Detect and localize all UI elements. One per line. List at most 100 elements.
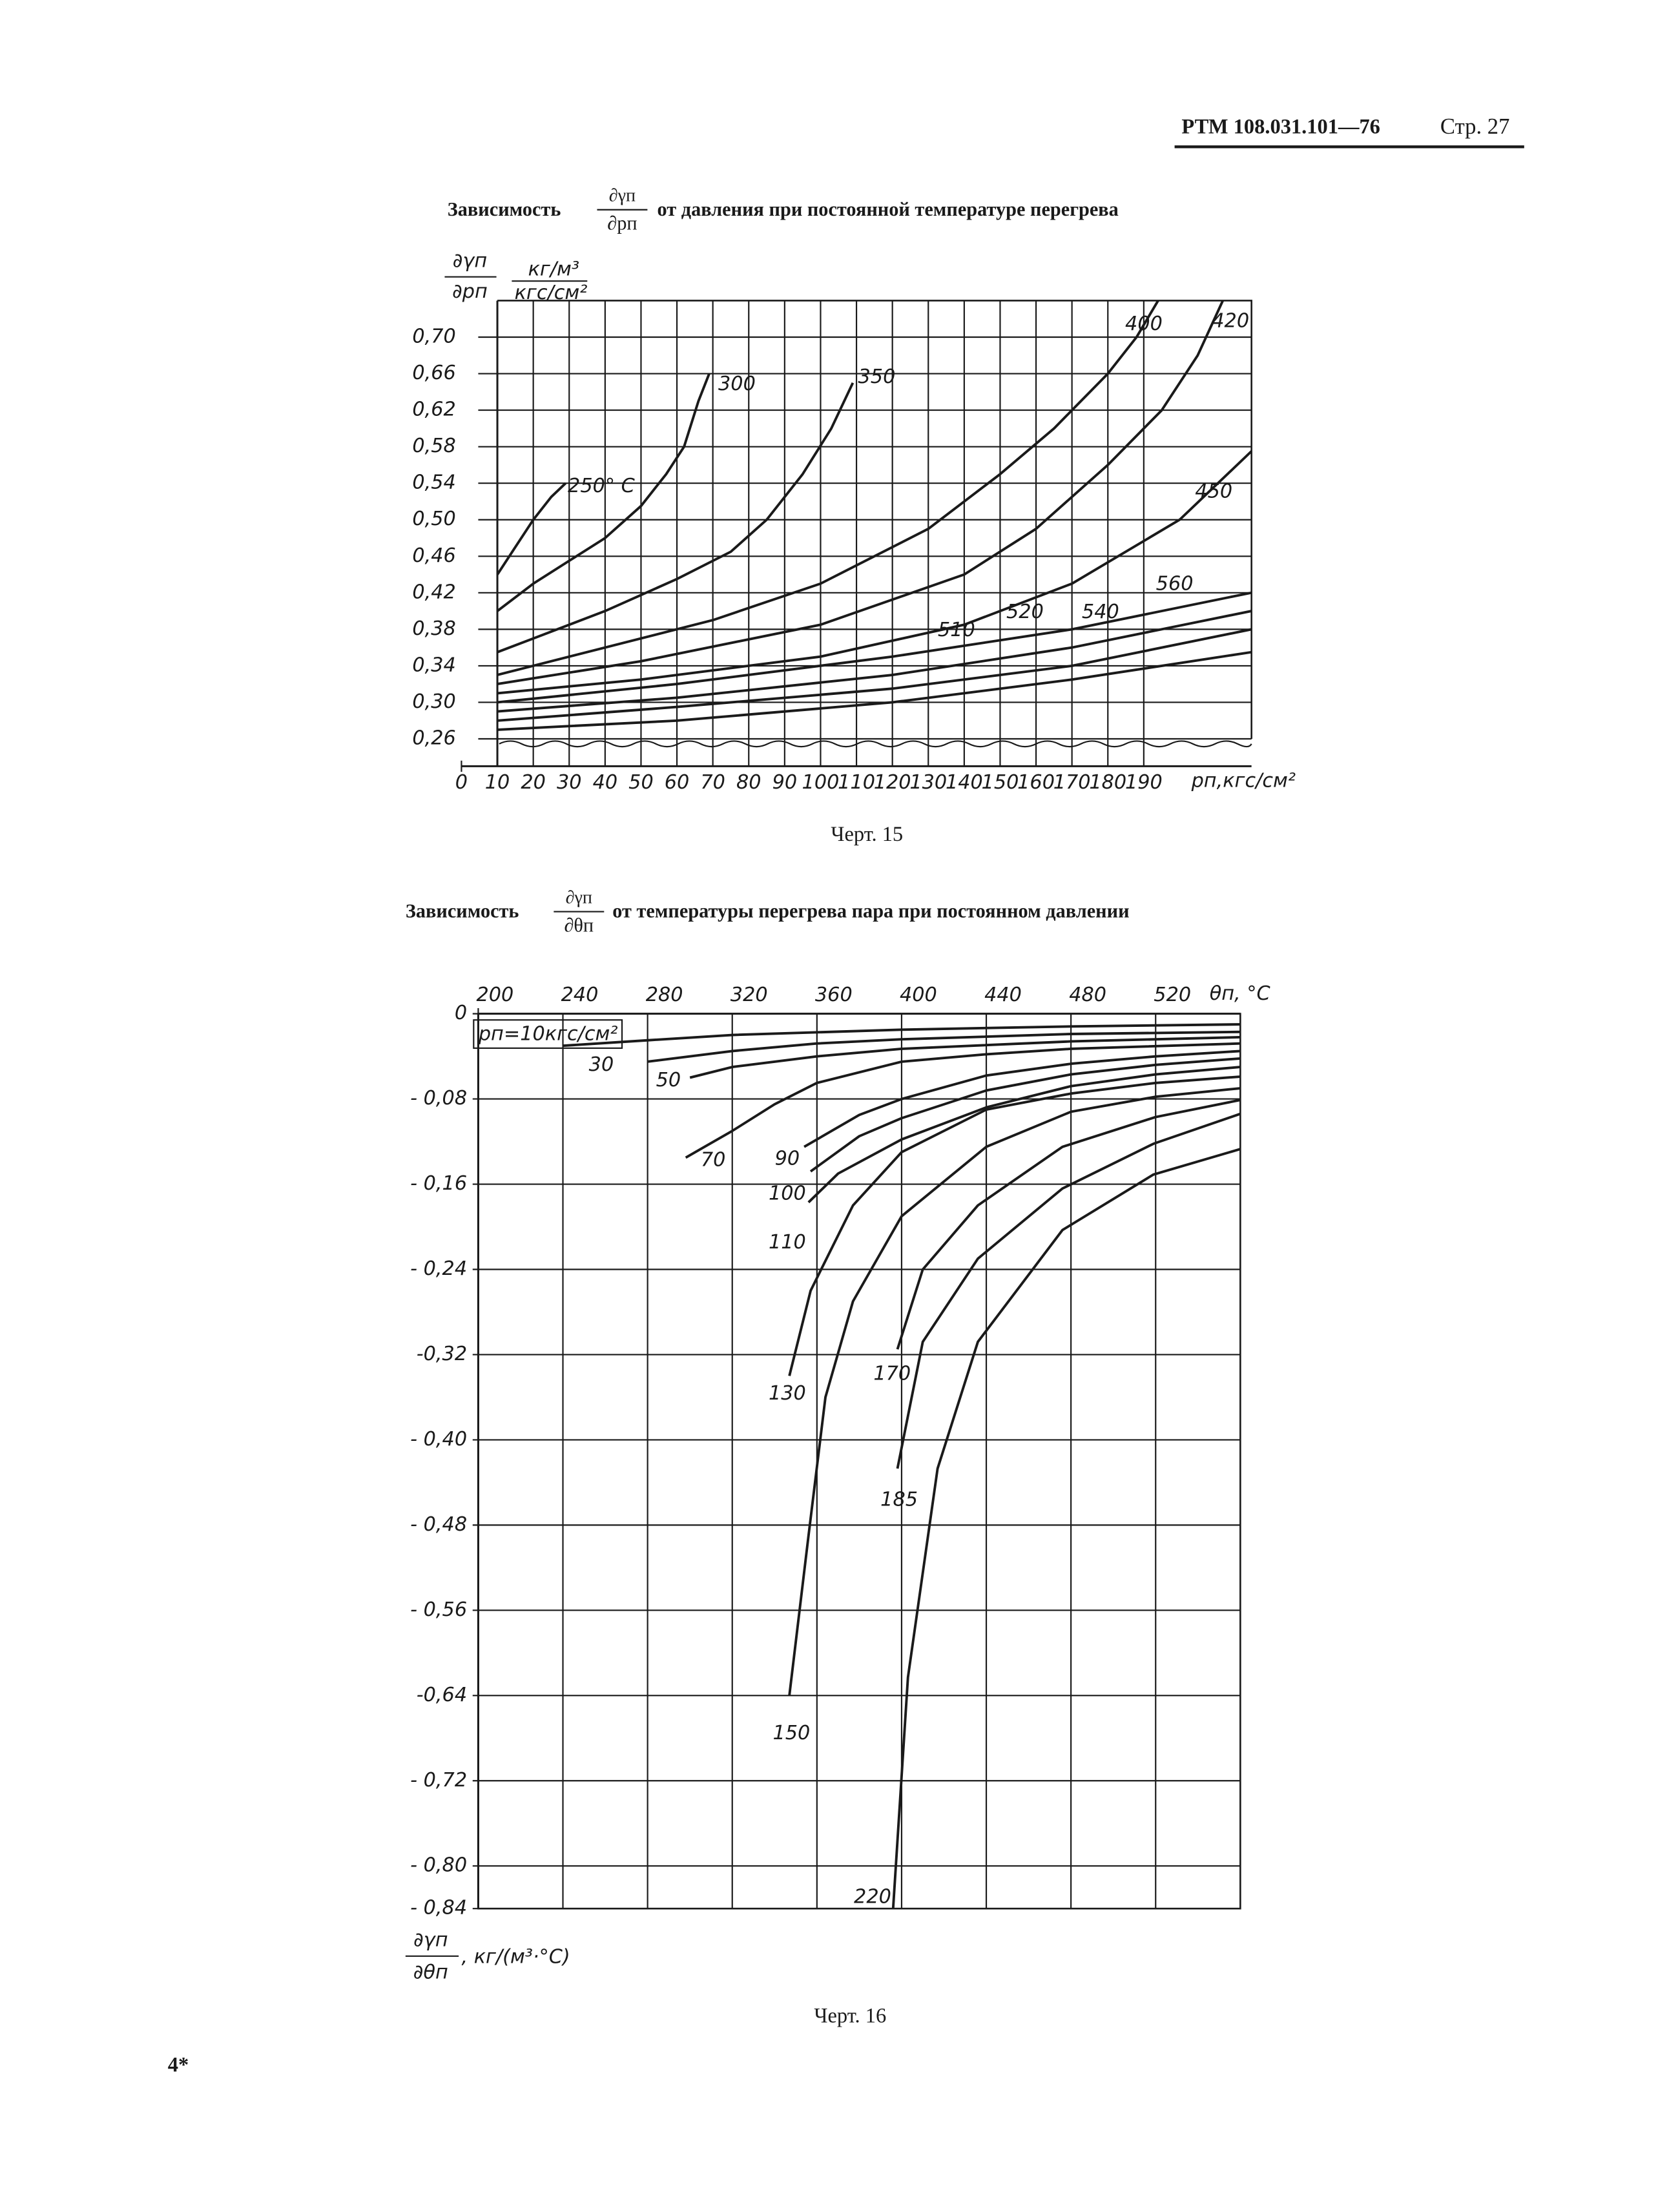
- curve: [497, 300, 1159, 676]
- x-tick-label: 130: [909, 771, 947, 794]
- title-denominator: ∂pп: [607, 212, 637, 234]
- curve: [807, 1066, 1241, 1204]
- y-tick-label: - 0,48: [410, 1513, 467, 1536]
- curve-label: pп=10кгс/см²: [478, 1023, 618, 1046]
- x-tick-label: 120: [874, 771, 911, 794]
- y-tick-label: 0,70: [412, 326, 455, 348]
- y-tick-label: - 0,80: [410, 1854, 467, 1877]
- curve-label: 130: [769, 1382, 806, 1405]
- y-tick-label: 0,62: [412, 398, 455, 421]
- x-tick-label: 360: [815, 984, 853, 1006]
- title-suffix: от давления при постоянной температуре п…: [658, 198, 1119, 220]
- title-numerator: ∂γп: [566, 888, 592, 908]
- x-tick-label: 170: [1053, 771, 1091, 794]
- x-tick-label: 140: [946, 771, 983, 794]
- x-tick-label: 30: [557, 771, 582, 794]
- x-tick-label: 180: [1089, 771, 1126, 794]
- y-tick-label: 0,66: [412, 362, 455, 384]
- curve: [689, 1036, 1241, 1079]
- curve-label: 540: [1082, 601, 1119, 623]
- y-tick-label: - 0,40: [410, 1428, 467, 1451]
- page-number: Стр. 27: [1440, 114, 1509, 139]
- doc-number: РТМ 108.031.101—76: [1181, 116, 1380, 139]
- title-denominator: ∂θп: [564, 914, 594, 936]
- curve: [497, 450, 1253, 695]
- y-tick-label: - 0,24: [410, 1257, 467, 1280]
- curve-label: 185: [880, 1489, 918, 1511]
- curve: [647, 1030, 1241, 1063]
- title-suffix: от температуры перегрева пара при постоя…: [612, 900, 1129, 922]
- curve: [496, 482, 567, 575]
- y-tick-label: 0,54: [412, 471, 455, 494]
- x-axis-label: pп,кгс/см²: [1191, 770, 1296, 792]
- y-label-numerator: ∂γп: [453, 249, 487, 272]
- y-tick-label: 0: [455, 1002, 467, 1024]
- x-tick-label: 240: [561, 984, 599, 1006]
- y-tick-label: 0,46: [412, 544, 455, 567]
- curve: [803, 1049, 1241, 1148]
- y-tick-label: - 0,56: [410, 1598, 467, 1621]
- y-label-denominator: ∂pп: [452, 280, 488, 303]
- x-tick-label: 400: [900, 984, 937, 1006]
- curve-label: 50: [656, 1069, 681, 1091]
- curve: [891, 1148, 1241, 1909]
- y-tick-label: 0,50: [412, 508, 455, 530]
- curve-label: 450: [1195, 481, 1232, 503]
- curve: [896, 1099, 1241, 1350]
- x-tick-label: 10: [485, 771, 510, 794]
- x-tick-label: 70: [700, 771, 725, 794]
- x-tick-label: 280: [646, 984, 683, 1006]
- curve: [497, 628, 1252, 722]
- y-label-numerator: ∂γп: [413, 1928, 448, 1951]
- y-tick-label: - 0,84: [410, 1897, 467, 1919]
- curve-label: 250° C: [568, 475, 636, 497]
- curve-label: 350: [858, 366, 896, 388]
- x-tick-label: 80: [736, 771, 761, 794]
- y-unit: , кг/(м³·°С): [461, 1945, 570, 1968]
- curve-label: 100: [769, 1182, 806, 1204]
- axis-break: [499, 740, 1252, 748]
- curve: [497, 300, 1225, 686]
- curve: [497, 650, 1252, 731]
- curve-label: 150: [772, 1722, 810, 1744]
- x-tick-label: 160: [1017, 771, 1055, 794]
- curve: [788, 1087, 1241, 1696]
- curve: [497, 382, 855, 654]
- y-label-denominator: ∂θп: [413, 1961, 448, 1983]
- title-prefix: Зависимость: [406, 900, 519, 922]
- x-tick-label: 110: [838, 771, 875, 794]
- curve-label: 220: [854, 1885, 891, 1908]
- x-tick-label: 60: [665, 771, 690, 794]
- x-tick-label: 320: [730, 984, 768, 1006]
- y-tick-label: - 0,08: [410, 1087, 467, 1110]
- x-tick-label: 0: [455, 771, 468, 794]
- curve: [497, 610, 1252, 713]
- curve-label: 510: [938, 619, 975, 641]
- y-unit-numerator: кг/м³: [528, 258, 579, 280]
- x-tick-label: 50: [628, 771, 654, 794]
- x-tick-label: 90: [772, 771, 798, 794]
- curve: [809, 1057, 1241, 1173]
- legend-box: [473, 1019, 623, 1049]
- y-tick-label: 0,58: [412, 435, 455, 457]
- curve: [896, 1112, 1241, 1469]
- curve-label: 420: [1212, 309, 1249, 332]
- y-tick-label: 0,42: [412, 581, 455, 603]
- y-tick-label: -0,32: [417, 1343, 467, 1365]
- y-tick-label: -0,64: [417, 1684, 467, 1706]
- curve: [497, 591, 1252, 704]
- curve: [788, 1075, 1241, 1376]
- footer: 4*: [168, 2053, 189, 2076]
- y-tick-label: - 0,72: [410, 1769, 467, 1792]
- title-numerator: ∂γп: [609, 186, 636, 206]
- curve-label: 70: [701, 1148, 726, 1171]
- y-tick-label: 0,30: [412, 690, 455, 713]
- curve: [685, 1042, 1241, 1159]
- y-tick-label: 0,26: [412, 727, 455, 750]
- x-tick-label: 520: [1154, 984, 1191, 1006]
- curve-label: 300: [718, 373, 756, 395]
- caption: Черт. 15: [831, 823, 903, 846]
- x-tick-label: 150: [982, 771, 1019, 794]
- y-tick-label: - 0,16: [410, 1172, 467, 1195]
